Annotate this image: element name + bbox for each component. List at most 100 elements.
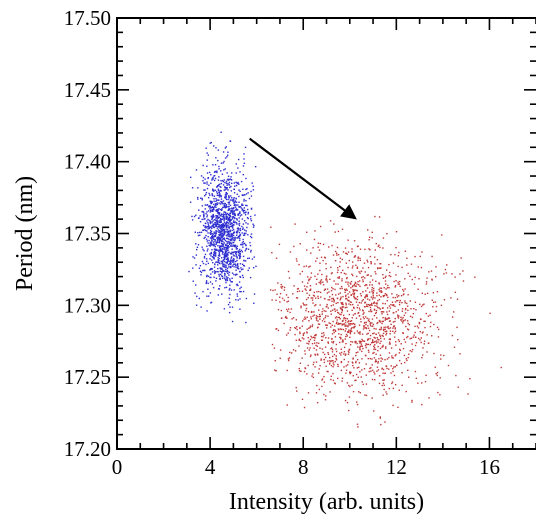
scatter-point [243,265,246,267]
scatter-point [395,231,398,233]
scatter-point [242,194,244,196]
scatter-point [235,181,237,184]
scatter-point [380,328,383,330]
scatter-point [221,201,223,203]
scatter-point [327,370,329,373]
scatter-point [206,260,208,262]
scatter-point [397,406,399,409]
scatter-point [225,193,227,196]
scatter-point [402,347,405,350]
scatter-point [397,299,399,302]
scatter-point [397,265,399,268]
scatter-point [225,268,227,271]
scatter-point [364,297,366,299]
scatter-point [361,300,363,302]
scatter-point [394,327,396,329]
scatter-point [379,262,381,265]
scatter-point [349,282,351,284]
scatter-point [242,238,244,241]
scatter-point [224,231,226,233]
x-tick-label: 12 [386,455,407,479]
scatter-point [426,292,429,295]
scatter-point [249,244,252,247]
scatter-point [204,222,207,225]
scatter-point [208,171,211,174]
scatter-point [378,339,380,341]
scatter-point [292,317,295,319]
scatter-point [398,352,401,354]
scatter-point [325,324,327,326]
scatter-point [314,336,316,339]
scatter-point [199,264,202,267]
scatter-point [395,311,397,313]
scatter-point [375,360,377,363]
scatter-point [360,270,362,273]
scatter-point [315,333,317,336]
scatter-point [217,237,219,240]
scatter-point [336,267,339,269]
scatter-point [323,318,325,320]
scatter-point [344,325,346,327]
scatter-point [386,393,388,395]
scatter-point [369,325,372,327]
scatter-point [325,279,327,281]
scatter-point [312,373,314,375]
scatter-point [216,220,219,222]
scatter-point [206,240,208,242]
scatter-point [219,285,221,287]
scatter-point [304,318,307,320]
scatter-point [393,332,396,334]
scatter-point [347,325,349,328]
scatter-point [223,233,225,236]
scatter-point [375,280,377,283]
scatter-point [326,327,328,329]
scatter-point [457,386,459,388]
scatter-point [391,381,394,383]
scatter-point [200,231,203,234]
scatter-point [441,234,443,236]
scatter-point [340,285,343,288]
scatter-point [372,295,374,297]
scatter-point [314,354,317,356]
scatter-point [210,259,213,261]
scatter-point [404,302,406,304]
scatter-point [201,197,203,200]
scatter-point [382,320,385,323]
scatter-point [231,213,234,215]
scatter-point [352,284,354,287]
scatter-point [287,359,290,362]
scatter-point [197,198,199,200]
scatter-point [238,189,240,191]
scatter-point [203,215,205,217]
scatter-point [245,321,247,324]
scatter-point [331,333,334,335]
scatter-point [378,358,380,360]
scatter-point [213,208,215,211]
scatter-point [237,252,240,254]
scatter-point [370,261,372,263]
scatter-point [219,262,221,265]
scatter-point [227,179,230,181]
scatter-point [388,310,391,312]
scatter-point [315,304,317,306]
scatter-point [252,226,255,228]
scatter-point [390,253,392,256]
scatter-point [238,257,241,260]
scatter-point [414,344,417,347]
scatter-point [237,214,239,217]
scatter-point [326,305,328,308]
scatter-point [235,269,237,271]
scatter-point [220,235,222,237]
scatter-point [238,281,241,283]
scatter-point [343,353,345,355]
scatter-point [216,249,218,252]
scatter-point [279,296,281,298]
scatter-point [373,314,376,317]
scatter-point [235,248,238,250]
scatter-point [357,376,359,379]
scatter-point [224,257,226,259]
scatter-point [377,349,379,352]
scatter-point [332,254,335,256]
scatter-point [359,309,361,311]
scatter-point [239,255,241,257]
